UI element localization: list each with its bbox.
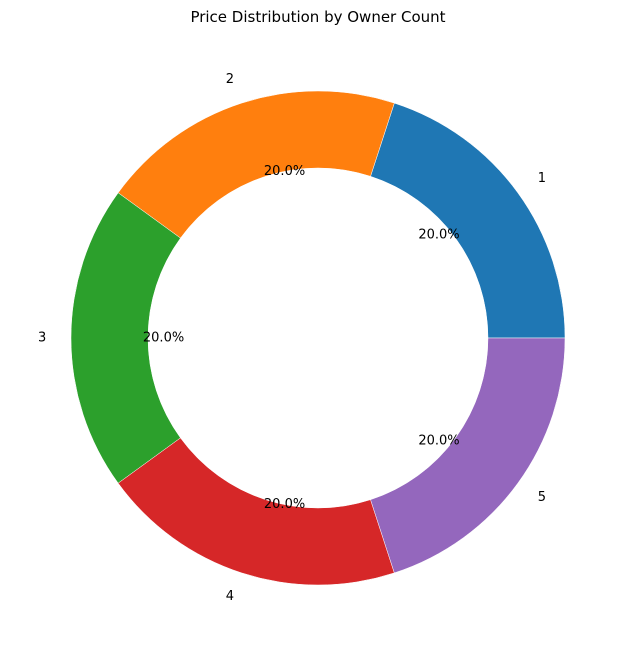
- slice-5: [370, 337, 566, 574]
- chart-title: Price Distribution by Owner Count: [190, 8, 445, 26]
- percent-label-1: 20.0%: [418, 228, 459, 243]
- category-label-3: 3: [38, 331, 46, 346]
- slice-4: [117, 437, 395, 586]
- category-label-1: 1: [538, 171, 546, 186]
- percent-labels: 20.0% 20.0% 20.0% 20.0% 20.0%: [143, 164, 460, 512]
- percent-label-4: 20.0%: [264, 497, 305, 512]
- percent-label-5: 20.0%: [418, 433, 459, 448]
- percent-label-2: 20.0%: [264, 164, 305, 179]
- percent-label-3: 20.0%: [143, 331, 184, 346]
- slice-2: [117, 90, 395, 239]
- category-label-2: 2: [226, 72, 234, 87]
- category-label-5: 5: [538, 490, 546, 505]
- category-label-4: 4: [226, 589, 234, 604]
- slice-1: [370, 102, 566, 339]
- category-labels: 1 2 3 4 5: [38, 72, 546, 604]
- donut-slices: [70, 90, 566, 586]
